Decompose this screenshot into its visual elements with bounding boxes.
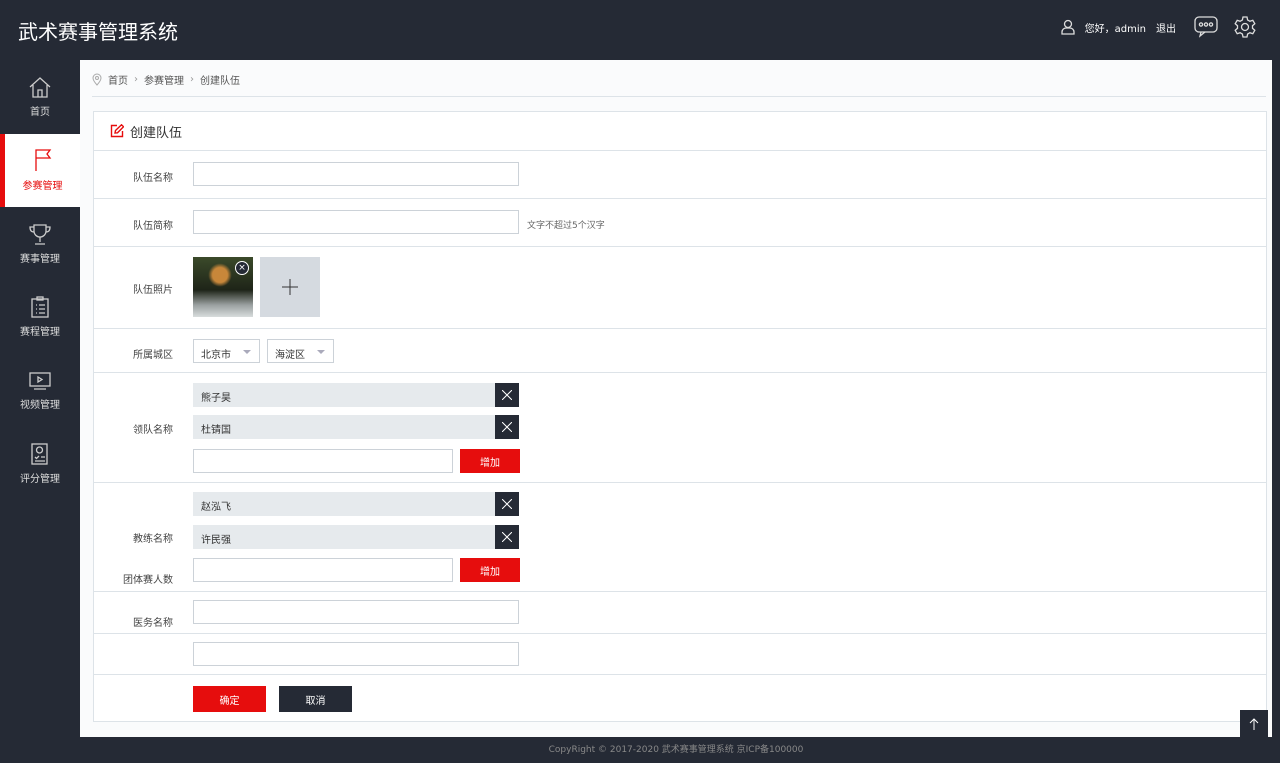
city-select[interactable]: 北京市 bbox=[193, 339, 260, 363]
sidebar-item-label: 参赛管理 bbox=[22, 181, 63, 193]
breadcrumb-current: 创建队伍 bbox=[200, 76, 240, 87]
breadcrumb-home[interactable]: 首页 bbox=[108, 76, 128, 87]
add-photo-button[interactable] bbox=[260, 257, 320, 317]
leader-tag: 杜锖国 bbox=[193, 415, 519, 439]
sidebar-item-participation[interactable]: 参赛管理 bbox=[0, 133, 80, 207]
sidebar-item-home[interactable]: 首页 bbox=[0, 60, 80, 134]
team-name-input[interactable] bbox=[193, 162, 519, 186]
remove-leader-button[interactable] bbox=[495, 415, 519, 439]
sidebar-item-label: 赛事管理 bbox=[20, 253, 60, 265]
city-value: 北京市 bbox=[201, 350, 231, 361]
footer: CopyRight © 2017-2020 武术赛事管理系统 京ICP备1000… bbox=[548, 745, 804, 755]
coach-label: 教练名称 bbox=[133, 534, 173, 545]
leader-label: 领队名称 bbox=[133, 425, 173, 436]
confirm-button[interactable]: 确定 bbox=[193, 686, 266, 712]
coach-name: 赵泓飞 bbox=[201, 502, 231, 513]
leader-name: 杜锖国 bbox=[201, 425, 231, 436]
sidebar-item-label: 首页 bbox=[30, 106, 50, 118]
sidebar-item-label: 评分管理 bbox=[20, 474, 60, 486]
medic-label: 医务名称 bbox=[133, 618, 173, 629]
leader-input[interactable] bbox=[193, 449, 453, 473]
video-icon bbox=[29, 372, 51, 390]
sidebar-item-label: 视频管理 bbox=[20, 399, 60, 411]
team-count-label: 团体赛人数 bbox=[123, 575, 173, 586]
chevron-down-icon bbox=[317, 350, 325, 358]
coach-input[interactable] bbox=[193, 558, 453, 582]
district-select[interactable]: 海淀区 bbox=[267, 339, 334, 363]
sidebar-item-video[interactable]: 视频管理 bbox=[0, 354, 80, 428]
create-team-form: 创建队伍 队伍名称 队伍简称 文字不超过5个汉字 队伍照片 × 所属城区 北京市 … bbox=[93, 111, 1267, 722]
coach-name: 许民强 bbox=[201, 535, 231, 546]
top-bar: 武术赛事管理系统 您好，admin 退出 bbox=[0, 0, 1280, 60]
add-leader-button[interactable]: 增加 bbox=[460, 449, 520, 473]
location-icon bbox=[92, 73, 102, 86]
remove-coach-button[interactable] bbox=[495, 492, 519, 516]
short-name-hint: 文字不超过5个汉字 bbox=[527, 221, 605, 231]
team-photo-thumbnail: × bbox=[193, 257, 253, 317]
short-name-input[interactable] bbox=[193, 210, 519, 234]
close-icon bbox=[502, 499, 512, 509]
medic-input-2[interactable] bbox=[193, 642, 519, 666]
close-icon bbox=[502, 532, 512, 542]
remove-coach-button[interactable] bbox=[495, 525, 519, 549]
edit-icon bbox=[110, 124, 124, 138]
score-icon bbox=[31, 443, 48, 465]
team-name-label: 队伍名称 bbox=[133, 173, 173, 184]
trophy-icon bbox=[29, 224, 51, 245]
remove-photo-button[interactable]: × bbox=[235, 261, 249, 275]
breadcrumb-participation[interactable]: 参赛管理 bbox=[144, 76, 184, 87]
flag-icon bbox=[34, 149, 51, 172]
sidebar-item-events[interactable]: 赛事管理 bbox=[0, 207, 80, 281]
user-greeting: 您好，admin bbox=[1084, 23, 1146, 35]
form-title: 创建队伍 bbox=[130, 125, 183, 141]
leader-name: 熊子昊 bbox=[201, 393, 231, 404]
leader-tag: 熊子昊 bbox=[193, 383, 519, 407]
breadcrumb-separator: › bbox=[190, 74, 194, 85]
cancel-button[interactable]: 取消 bbox=[279, 686, 352, 712]
breadcrumb-separator: › bbox=[134, 74, 138, 85]
add-coach-button[interactable]: 增加 bbox=[460, 558, 520, 582]
main-content: 首页 › 参赛管理 › 创建队伍 创建队伍 队伍名称 队伍简称 文字不超过5个汉字 队… bbox=[80, 60, 1272, 737]
divider bbox=[92, 96, 1266, 97]
user-icon bbox=[1061, 19, 1075, 35]
photo-label: 队伍照片 bbox=[133, 285, 173, 296]
message-icon[interactable] bbox=[1194, 16, 1218, 38]
coach-tag: 许民强 bbox=[193, 525, 519, 549]
region-label: 所属城区 bbox=[133, 350, 173, 361]
sidebar-item-label: 赛程管理 bbox=[20, 327, 60, 339]
medic-input[interactable] bbox=[193, 600, 519, 624]
gear-icon[interactable] bbox=[1234, 16, 1256, 38]
logout-link[interactable]: 退出 bbox=[1156, 23, 1176, 35]
short-name-label: 队伍简称 bbox=[133, 221, 173, 232]
app-title: 武术赛事管理系统 bbox=[18, 20, 178, 44]
sidebar-item-schedule[interactable]: 赛程管理 bbox=[0, 281, 80, 355]
home-icon bbox=[29, 76, 51, 98]
coach-tag: 赵泓飞 bbox=[193, 492, 519, 516]
clipboard-icon bbox=[31, 296, 49, 318]
sidebar-item-scoring[interactable]: 评分管理 bbox=[0, 428, 80, 502]
plus-icon bbox=[282, 279, 298, 295]
district-value: 海淀区 bbox=[275, 350, 305, 361]
breadcrumb: 首页 › 参赛管理 › 创建队伍 bbox=[92, 72, 240, 87]
back-to-top-button[interactable] bbox=[1240, 710, 1268, 737]
close-icon bbox=[502, 390, 512, 400]
chevron-down-icon bbox=[243, 350, 251, 358]
sidebar: 首页 参赛管理 赛事管理 赛程管理 视频管理 评分管理 bbox=[0, 60, 80, 501]
arrow-up-icon bbox=[1249, 717, 1259, 730]
close-icon bbox=[502, 422, 512, 432]
remove-leader-button[interactable] bbox=[495, 383, 519, 407]
